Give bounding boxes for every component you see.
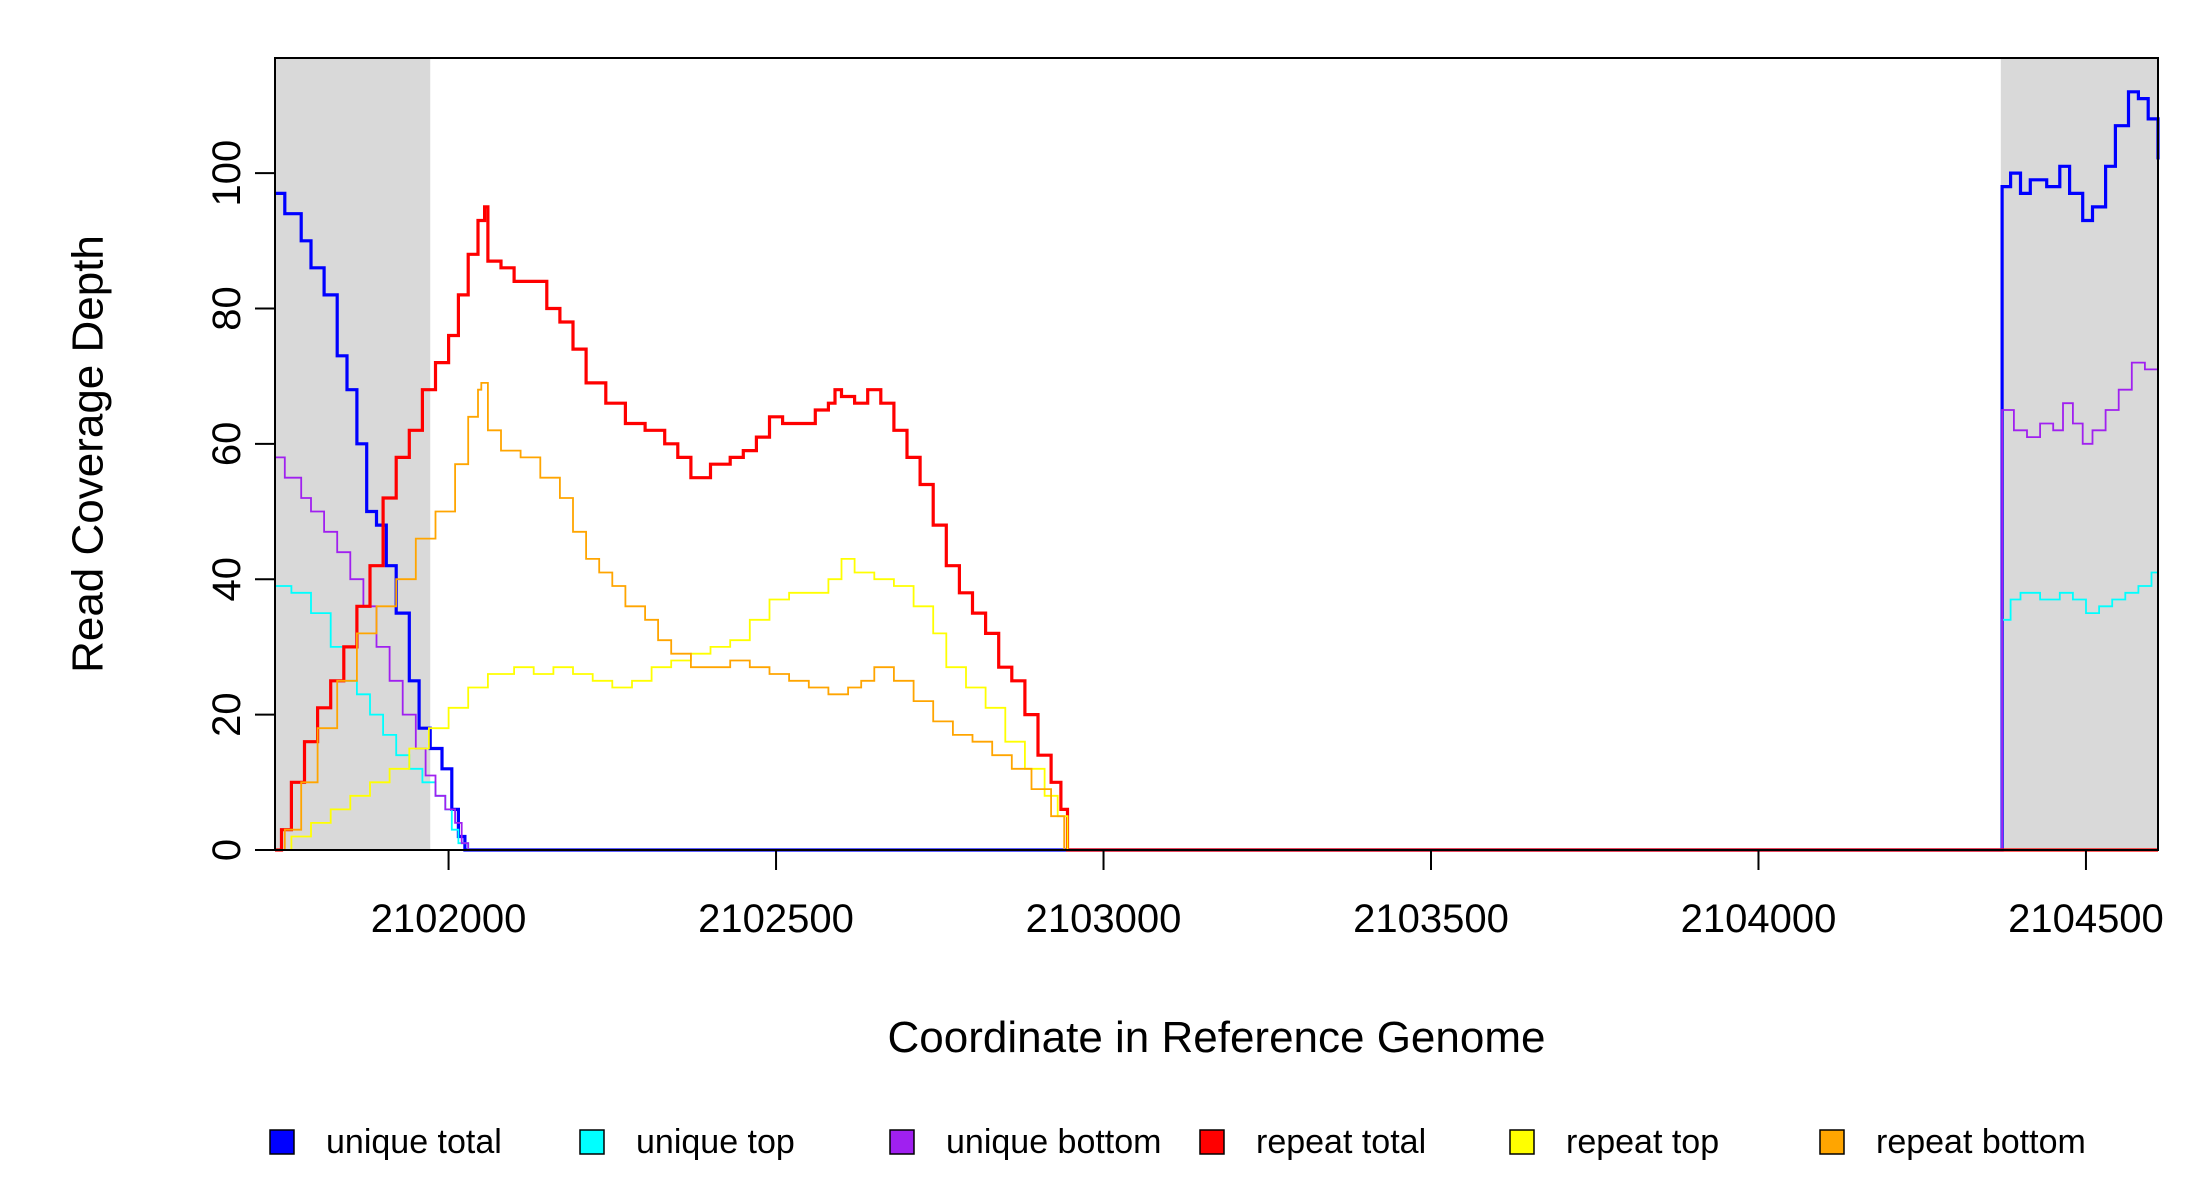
y-tick-label: 20 <box>205 692 249 737</box>
legend-label-unique-bottom: unique bottom <box>946 1123 1162 1161</box>
x-tick-label: 2102500 <box>698 897 854 941</box>
series-line-unique-bottom <box>275 361 2159 851</box>
y-tick-label: 40 <box>205 557 249 602</box>
shaded-region-2 <box>2000 58 2158 850</box>
x-tick-label: 2104000 <box>1681 897 1837 941</box>
legend-label-repeat-top: repeat top <box>1566 1123 1719 1161</box>
legend-label-unique-top: unique top <box>636 1123 795 1161</box>
series-line-repeat-total <box>275 205 2158 852</box>
x-axis-title: Coordinate in Reference Genome <box>888 1013 1546 1062</box>
y-tick-label: 100 <box>205 140 249 207</box>
x-tick-label: 2103000 <box>1026 897 1182 941</box>
legend-swatch-unique-top <box>579 1129 605 1155</box>
legend-swatch-repeat-bottom <box>1819 1129 1845 1155</box>
shaded-regions <box>275 58 2158 850</box>
legend-label-unique-total: unique total <box>326 1123 502 1161</box>
legend-label-repeat-bottom: repeat bottom <box>1876 1123 2086 1161</box>
y-tick-label: 80 <box>205 286 249 331</box>
series-lines <box>275 90 2160 852</box>
x-tick-label: 2103500 <box>1353 897 1509 941</box>
series-line-repeat-bottom <box>275 382 2158 851</box>
legend: unique total unique top unique bottom repea… <box>269 1123 2086 1161</box>
y-tick-label: 0 <box>205 839 249 861</box>
legend-swatch-repeat-total <box>1199 1129 1225 1155</box>
legend-label-repeat-total: repeat total <box>1256 1123 1426 1161</box>
legend-swatch-unique-total <box>269 1129 295 1155</box>
legend-swatch-unique-bottom <box>889 1129 915 1155</box>
y-axis-title: Read Coverage Depth <box>64 235 113 673</box>
x-tick-label: 2104500 <box>2008 897 2164 941</box>
legend-swatch-repeat-top <box>1509 1129 1535 1155</box>
y-tick-label: 60 <box>205 422 249 467</box>
x-tick-label: 2102000 <box>371 897 527 941</box>
x-axis: 2102000 2102500 2103000 2103500 2104000 21045… <box>371 849 2164 941</box>
shaded-region-1 <box>275 58 431 850</box>
y-axis: 0 20 40 60 80 100 <box>205 140 276 861</box>
